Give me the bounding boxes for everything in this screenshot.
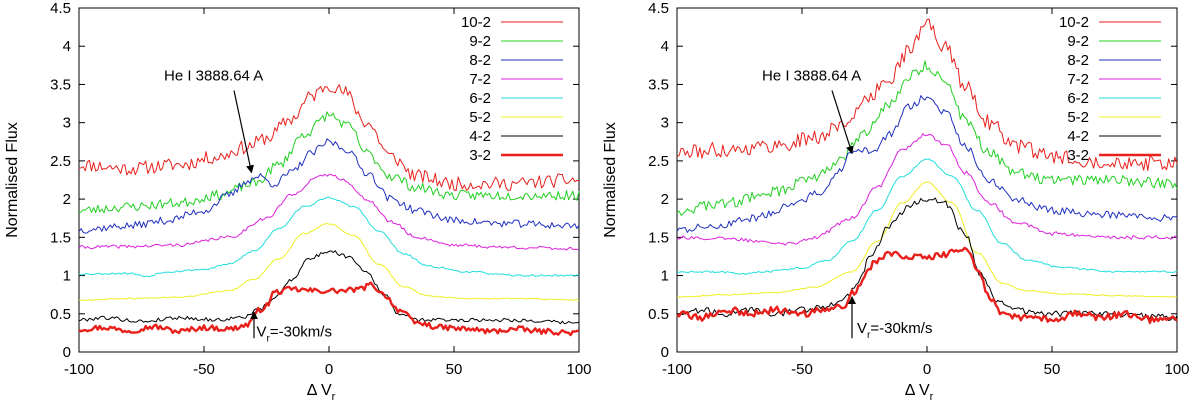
y-tick-label: 4 <box>63 38 71 55</box>
y-tick-label: 4 <box>661 38 669 55</box>
series-line-5-2 <box>78 223 580 301</box>
x-tick-label: 100 <box>566 361 591 378</box>
y-tick-label: 1 <box>661 268 669 285</box>
legend-label-6-2: 6-2 <box>469 90 491 107</box>
series-line-7-2 <box>78 173 580 251</box>
series-line-9-2 <box>78 111 580 214</box>
x-tick-label: -100 <box>662 361 692 378</box>
annotation-velocity-value: =-30km/s <box>870 320 932 337</box>
x-tick-label: 50 <box>1044 361 1061 378</box>
legend-label-6-2: 6-2 <box>1067 90 1089 107</box>
annotation-he-line-label: He I 3888.64 A <box>762 68 861 85</box>
y-axis-label: Normalised Flux <box>602 122 619 238</box>
y-tick-label: 2.5 <box>50 153 71 170</box>
x-axis-label: Δ Vr <box>307 382 336 403</box>
annotation-velocity-label: Vr=-30km/s <box>257 324 332 345</box>
x-axis-label-subscript: r <box>930 391 934 403</box>
chart-panel-right: 0 0.5 1 1.5 2 2.5 3 3.5 4 4.5 -100 -50 0 50 100 Δ Vr Nor… <box>602 0 1190 403</box>
x-tick-label: 0 <box>325 361 333 378</box>
annotation-he-line-label: He I 3888.64 A <box>164 68 263 85</box>
y-tick-label: 2 <box>63 191 71 208</box>
legend-label-5-2: 5-2 <box>1067 109 1089 126</box>
y-tick-label: 0 <box>661 344 669 361</box>
x-axis-label-subscript: r <box>332 391 336 403</box>
x-tick-label: -50 <box>193 361 215 378</box>
y-tick-label: 1.5 <box>50 229 71 246</box>
annotation-velocity-label: Vr=-30km/s <box>857 320 932 341</box>
x-tick-label: -50 <box>791 361 813 378</box>
x-tick-label: 50 <box>446 361 463 378</box>
y-tick-label: 3.5 <box>50 76 71 93</box>
series-line-10-2 <box>676 18 1178 171</box>
x-tick-label: 100 <box>1164 361 1189 378</box>
series-line-9-2 <box>676 60 1178 216</box>
y-tick-label: 3 <box>63 115 71 132</box>
series-line-6-2 <box>78 196 580 278</box>
y-tick-label: 0.5 <box>50 306 71 323</box>
y-tick-label: 2 <box>661 191 669 208</box>
y-tick-label: 0.5 <box>648 306 669 323</box>
legend-label-10-2: 10-2 <box>1059 14 1089 31</box>
series-line-3-2 <box>78 281 580 337</box>
y-tick-label: 1.5 <box>648 229 669 246</box>
chart-panel-left: 0 0.5 1 1.5 2 2.5 3 3.5 4 4.5 -100 -50 0 50 100 Δ Vr Nor… <box>4 0 592 403</box>
legend-label-8-2: 8-2 <box>1067 52 1089 69</box>
y-axis-label: Normalised Flux <box>4 122 21 238</box>
annotation-velocity-subscript: r <box>267 334 271 345</box>
x-tick-label: -100 <box>64 361 94 378</box>
series-line-7-2 <box>676 133 1178 246</box>
legend-label-10-2: 10-2 <box>461 14 491 31</box>
y-tick-label: 2.5 <box>648 153 669 170</box>
x-axis-label: Δ Vr <box>905 382 934 403</box>
legend-label-9-2: 9-2 <box>469 33 491 50</box>
annotation-arrow <box>831 90 854 155</box>
annotation-velocity-value: =-30km/s <box>270 324 332 341</box>
legend-label-5-2: 5-2 <box>469 109 491 126</box>
legend-label-9-2: 9-2 <box>1067 33 1089 50</box>
y-tick-label: 3 <box>661 115 669 132</box>
legend-label-7-2: 7-2 <box>1067 71 1089 88</box>
y-tick-label: 4.5 <box>50 0 71 17</box>
series-line-5-2 <box>676 181 1178 298</box>
annotation-velocity-subscript: r <box>867 330 871 341</box>
annotation-arrow <box>233 90 254 174</box>
y-tick-label: 4.5 <box>648 0 669 17</box>
legend-label-8-2: 8-2 <box>469 52 491 69</box>
series-line-3-2 <box>676 246 1178 325</box>
y-tick-label: 3.5 <box>648 76 669 93</box>
x-tick-label: 0 <box>923 361 931 378</box>
legend-label-3-2: 3-2 <box>1067 147 1089 164</box>
legend-label-4-2: 4-2 <box>1067 128 1089 145</box>
series-line-10-2 <box>78 84 579 192</box>
y-tick-label: 0 <box>63 344 71 361</box>
legend-label-3-2: 3-2 <box>469 147 491 164</box>
legend-label-7-2: 7-2 <box>469 71 491 88</box>
series-line-4-2 <box>78 250 580 325</box>
legend-label-4-2: 4-2 <box>469 128 491 145</box>
series-line-8-2 <box>676 95 1178 233</box>
series-line-6-2 <box>676 158 1178 276</box>
series-line-8-2 <box>78 138 580 234</box>
y-tick-label: 1 <box>63 268 71 285</box>
